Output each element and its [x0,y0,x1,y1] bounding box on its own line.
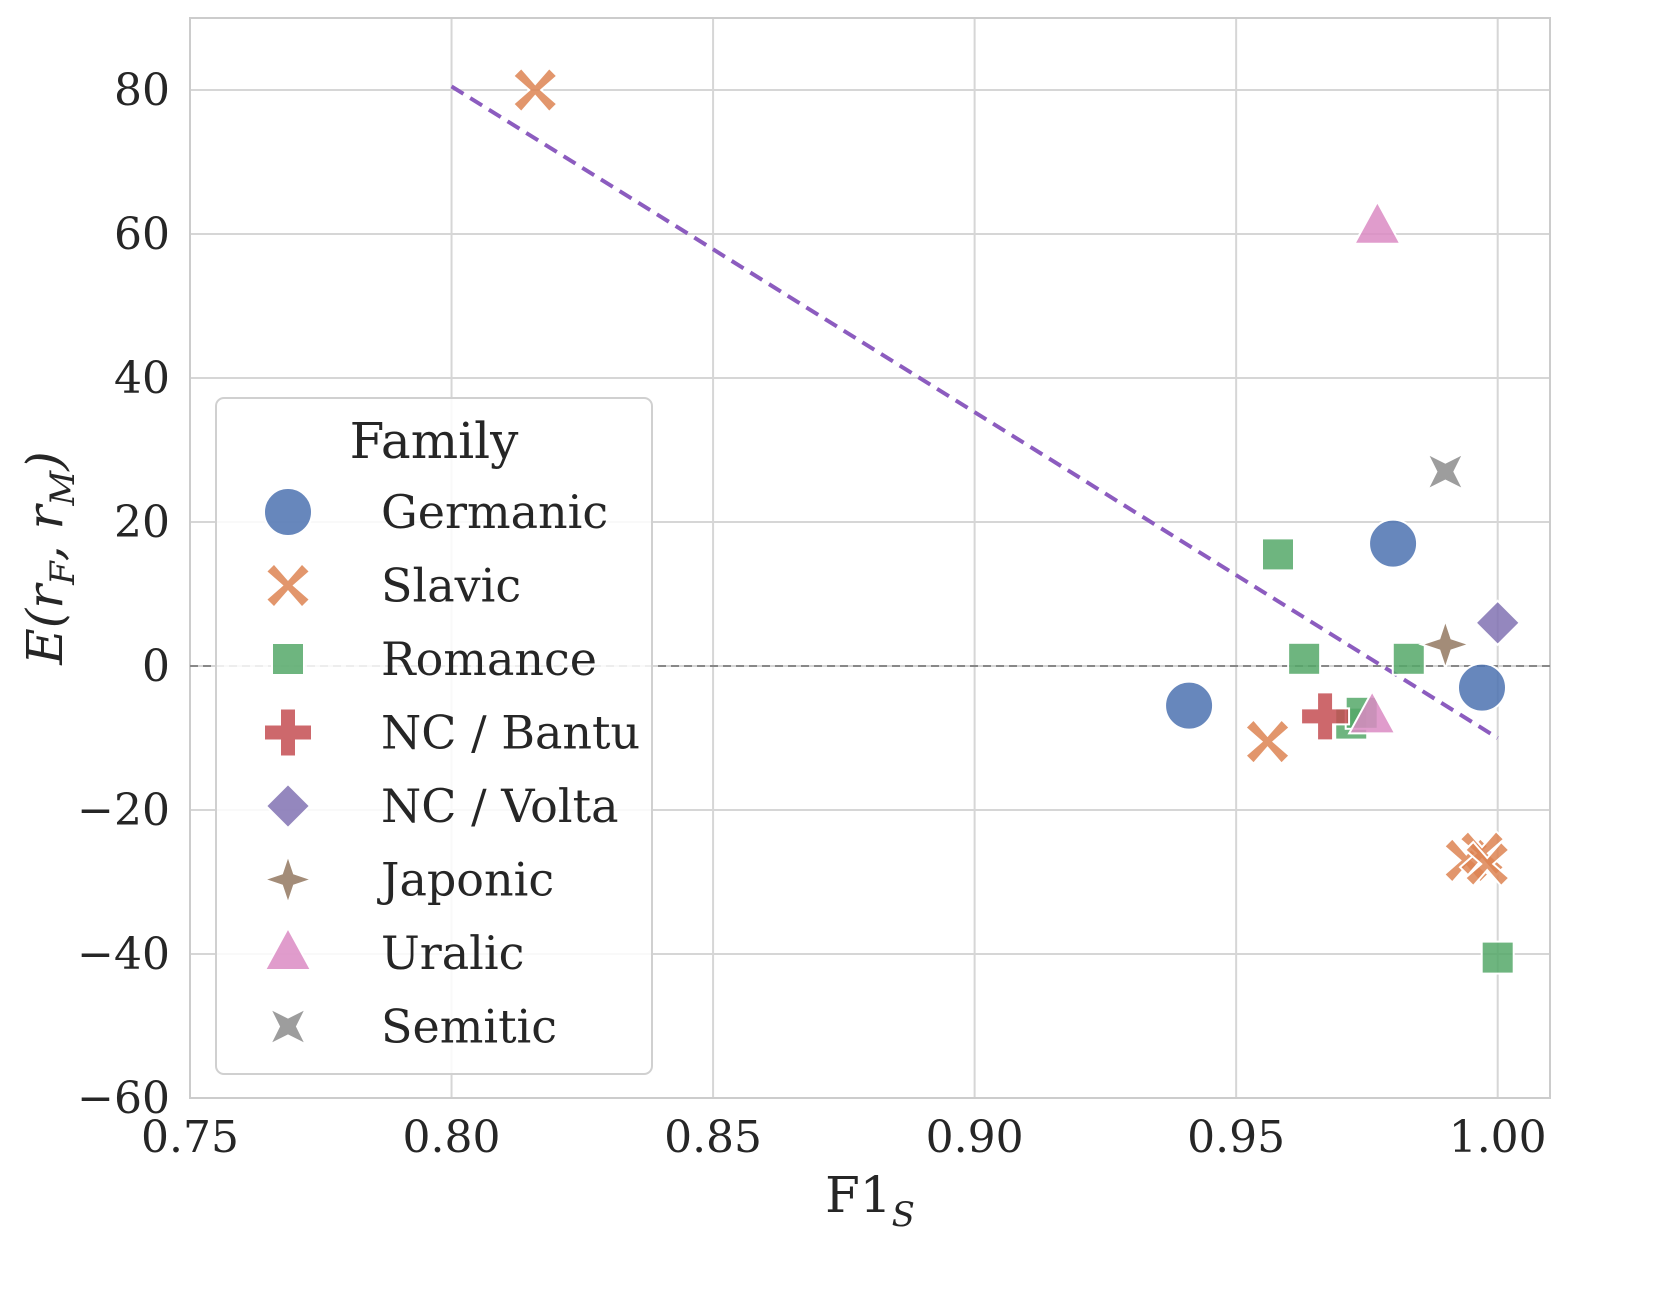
series-uralic [1347,199,1403,735]
legend-item: Uralic [263,925,524,980]
legend-marker [267,1006,309,1047]
legend-label: Romance [381,632,597,686]
y-tick-label: 40 [114,353,170,404]
data-point [1261,537,1295,572]
data-point [1244,718,1292,766]
data-point [1418,617,1473,672]
x-axis-label-sub: S [892,1195,915,1235]
legend-item: NC / Volta [264,779,619,833]
data-point [1287,641,1322,676]
y-tick-label: 0 [142,641,170,692]
series-japonic [1418,617,1473,672]
legend-item: Slavic [264,559,521,613]
x-tick-labels: 0.75 0.80 0.85 0.90 0.95 1.00 [141,1112,1547,1163]
legend-label: Germanic [381,485,608,539]
legend-marker [264,782,312,830]
x-tick-label: 0.80 [403,1112,501,1163]
x-tick-label: 1.00 [1449,1112,1547,1163]
legend: Family Germanic Slavic Romance NC / Bantu NC… [215,397,653,1075]
data-point [1474,599,1522,647]
y-axis-label: E(rF, rM) [16,451,83,666]
y-axis-label-p4: ) [16,451,74,472]
y-axis-label-p2: , r [16,502,74,561]
data-point [1425,451,1466,492]
y-axis-label-sub-m: M [43,470,83,507]
trend-line [450,84,1499,740]
y-tick-label: −40 [77,929,170,980]
plot-frame [189,17,1551,1099]
legend-item: NC / Bantu [263,706,640,760]
legend-item: Germanic [263,485,608,539]
data-point [1457,662,1507,713]
legend-marker [263,707,313,758]
data-point [1352,199,1403,245]
data-point [1164,680,1215,731]
y-axis-label-sub-f: F [43,560,83,586]
legend-label: NC / Volta [381,779,619,833]
legend-items: Germanic Slavic Romance NC / Bantu NC / Volt… [260,485,640,1054]
data-points [511,66,1522,975]
legend-box [215,397,653,1075]
legend-marker [263,925,313,971]
data-point [1463,840,1511,888]
legend-label: NC / Bantu [381,706,640,760]
data-point [511,66,559,114]
y-tick-label: −60 [77,1073,170,1124]
legend-label: Japonic [377,853,554,907]
series-slavic [511,66,1511,888]
legend-item: Semitic [267,1000,557,1054]
series-nc-bantu [1300,691,1351,742]
legend-item: Japonic [260,852,554,907]
trend-line-group [450,84,1499,740]
series-nc-volta [1474,599,1522,647]
x-tick-label: 0.90 [926,1112,1024,1163]
legend-marker [271,642,305,676]
legend-marker [264,562,312,609]
legend-label: Uralic [381,926,524,980]
x-axis-label-main: F1 [825,1166,892,1224]
data-point [1368,518,1419,569]
series-romance [1261,537,1515,975]
y-tick-label: 60 [114,209,170,260]
x-tick-label: 0.95 [1187,1112,1285,1163]
series-semitic [1425,451,1466,492]
y-axis-label-p0: E(r [16,582,74,666]
legend-marker [260,852,316,907]
y-tick-label: −20 [77,785,170,836]
legend-title: Family [350,412,520,470]
y-tick-labels: −60 −40 −20 0 20 40 60 80 [77,65,170,1124]
legend-label: Semitic [381,1000,557,1054]
series-germanic [1164,518,1507,731]
data-point [1300,691,1351,742]
x-tick-label: 0.85 [664,1112,762,1163]
legend-label: Slavic [381,559,521,613]
legend-marker [263,487,313,537]
x-axis-label: F1S [825,1166,915,1235]
data-point [1391,641,1426,676]
y-tick-label: 20 [114,497,170,548]
data-point [1480,940,1515,975]
data-point [1347,689,1397,735]
y-tick-label: 80 [114,65,170,116]
legend-item: Romance [271,632,597,686]
x-tick-label: 0.75 [141,1112,239,1163]
